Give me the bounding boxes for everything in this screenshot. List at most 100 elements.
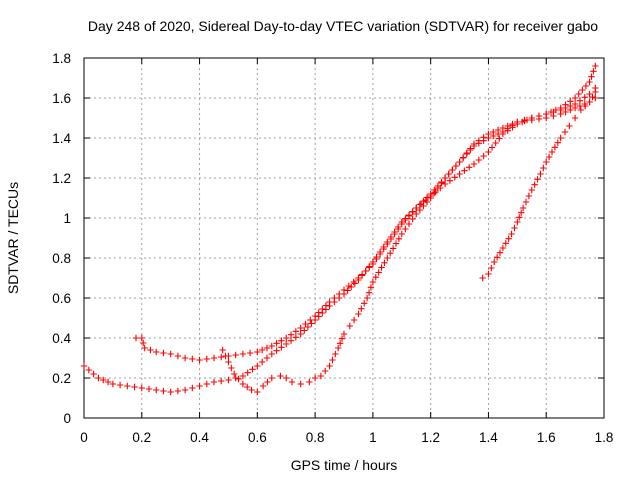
y-tick-label: 0.4: [52, 331, 71, 346]
data-point-interp: [394, 225, 402, 233]
x-tick-label: 1.4: [479, 430, 498, 445]
data-point: [456, 158, 463, 166]
data-point: [519, 204, 527, 212]
data-point-interp: [373, 255, 380, 263]
data-point: [441, 180, 449, 188]
data-point-interp: [492, 139, 499, 147]
y-tick-label: 0.6: [52, 291, 71, 306]
data-point-interp: [389, 245, 397, 252]
data-point-interp: [319, 305, 326, 313]
data-point: [268, 342, 275, 350]
data-point: [592, 94, 599, 102]
data-point: [441, 174, 449, 182]
data-point-interp: [547, 108, 555, 116]
plot-frame: [83, 57, 605, 419]
series-track-1: [80, 84, 599, 396]
data-point-interp: [511, 224, 518, 232]
data-point: [306, 378, 313, 386]
data-point-interp: [416, 206, 424, 214]
data-point-interp: [475, 140, 483, 147]
data-point-interp: [494, 130, 502, 138]
data-point-interp: [387, 235, 395, 243]
data-point-interp: [540, 164, 547, 172]
data-point-interp: [465, 164, 473, 171]
data-point: [557, 134, 564, 142]
data-point-interp: [392, 240, 400, 247]
data-point-interp: [378, 264, 385, 271]
data-point-interp: [562, 101, 569, 108]
data-point: [586, 90, 593, 98]
data-point-interp: [405, 220, 413, 228]
data-point-interp: [522, 198, 530, 206]
data-point-interp: [218, 377, 225, 385]
data-point: [124, 382, 131, 390]
data-point: [537, 170, 544, 178]
data-point-interp: [509, 122, 516, 129]
x-tick-label: 0: [80, 430, 88, 445]
data-point: [586, 98, 593, 106]
data-point: [138, 334, 145, 342]
gridlines: [84, 58, 604, 418]
data-point: [571, 94, 579, 102]
data-point: [384, 240, 391, 248]
data-point: [311, 312, 319, 320]
series-track-3: [219, 62, 599, 396]
data-point-interp: [244, 383, 251, 391]
x-tick-label: 0.4: [190, 430, 209, 445]
data-point: [210, 378, 218, 386]
data-point: [398, 230, 405, 238]
data-point-interp: [336, 340, 344, 347]
data-point: [225, 358, 232, 366]
data-point: [340, 286, 348, 294]
data-point-interp: [292, 334, 300, 341]
data-point-interp: [358, 271, 366, 278]
data-point-interp: [244, 369, 251, 376]
x-tick-label: 1.8: [595, 430, 614, 445]
data-point-interp: [358, 305, 365, 312]
data-point-interp: [301, 327, 308, 334]
y-axis-label: SDTVAR / TECUs: [5, 182, 21, 294]
data-point: [470, 160, 478, 168]
data-point-interp: [351, 280, 359, 287]
data-point-interp: [350, 316, 358, 324]
data-point-interp: [438, 179, 445, 187]
data-point-interp: [493, 254, 501, 261]
data-point-interp: [100, 376, 107, 384]
data-point-interp: [189, 384, 196, 392]
data-point-interp: [235, 375, 242, 383]
y-tick-label: 1.6: [52, 91, 71, 106]
data-point-interp: [409, 208, 416, 216]
data-point: [297, 330, 304, 338]
data-point-interp: [434, 184, 442, 192]
data-point-interp: [258, 346, 266, 354]
data-point: [528, 114, 535, 122]
data-point: [514, 118, 521, 126]
data-point: [413, 210, 420, 218]
data-point-interp: [535, 112, 543, 120]
data-point-interp: [387, 250, 394, 257]
data-point-interp: [554, 139, 561, 146]
data-point: [254, 348, 261, 356]
data-point-interp: [490, 132, 497, 140]
y-tick-label: 1: [63, 211, 71, 226]
data-point-interp: [278, 344, 285, 351]
data-point-interp: [365, 289, 373, 296]
data-point-interp: [461, 167, 468, 174]
data-point: [239, 372, 247, 380]
data-point: [543, 110, 550, 118]
y-tick-label: 0.2: [52, 371, 71, 386]
axis-ticks: [83, 57, 605, 419]
data-point: [499, 128, 507, 136]
data-point-interp: [278, 337, 285, 344]
data-point-interp: [331, 294, 338, 302]
data-points: [80, 62, 599, 396]
data-point-interp: [145, 385, 153, 393]
data-point-interp: [391, 230, 398, 238]
data-point: [283, 340, 290, 348]
data-point-interp: [362, 267, 369, 275]
data-point-interp: [361, 300, 368, 307]
data-point: [153, 386, 160, 394]
series-track-2: [132, 94, 599, 364]
data-point: [592, 88, 599, 96]
data-point-interp: [562, 108, 569, 116]
